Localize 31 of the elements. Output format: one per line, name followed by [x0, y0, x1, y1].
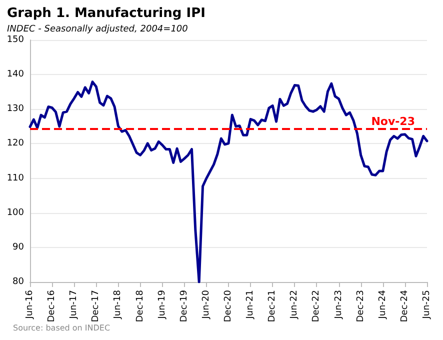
- y-tick-label: 120: [6, 138, 24, 149]
- y-tick-label: 140: [6, 70, 24, 80]
- x-tick-label: Dec-23: [356, 290, 366, 322]
- x-tick-label: Dec-19: [179, 290, 190, 322]
- x-tick-label: Dec-21: [268, 290, 278, 322]
- x-tick-label: Jun-24: [378, 290, 388, 320]
- x-tick-label: Jun-23: [334, 290, 344, 320]
- x-tick-label: Jun-22: [290, 290, 300, 320]
- x-tick-label: Jun-16: [25, 290, 35, 320]
- x-tick-label: Jun-18: [113, 290, 124, 320]
- y-tick-label: 130: [6, 104, 24, 114]
- x-tick-label: Dec-17: [91, 290, 102, 322]
- chart-title: Graph 1. Manufacturing IPI: [7, 6, 206, 21]
- y-tick-label: 80: [12, 277, 24, 287]
- x-tick-label: Dec-20: [224, 290, 234, 322]
- x-tick-label: Jun-21: [246, 290, 256, 320]
- ref-line-label: Nov-23: [371, 115, 415, 128]
- y-tick-label: 110: [6, 173, 24, 184]
- x-tick-label: Jun-20: [201, 290, 212, 320]
- y-tick-label: 90: [12, 242, 24, 252]
- x-tick-label: Jun-17: [69, 290, 80, 320]
- source-note: Source: based on INDEC: [13, 324, 110, 332]
- x-tick-label: Jun-19: [157, 290, 168, 320]
- x-tick-label: Dec-22: [312, 290, 322, 322]
- y-tick-label: 150: [6, 35, 24, 45]
- y-tick-label: 100: [6, 208, 24, 218]
- x-tick-label: Dec-24: [400, 290, 410, 322]
- x-tick-label: Dec-18: [135, 290, 146, 322]
- chart-subtitle: INDEC - Seasonally adjusted, 2004=100: [7, 24, 188, 34]
- x-tick-label: Jun-25: [422, 290, 432, 320]
- x-tick-label: Dec-16: [47, 290, 58, 322]
